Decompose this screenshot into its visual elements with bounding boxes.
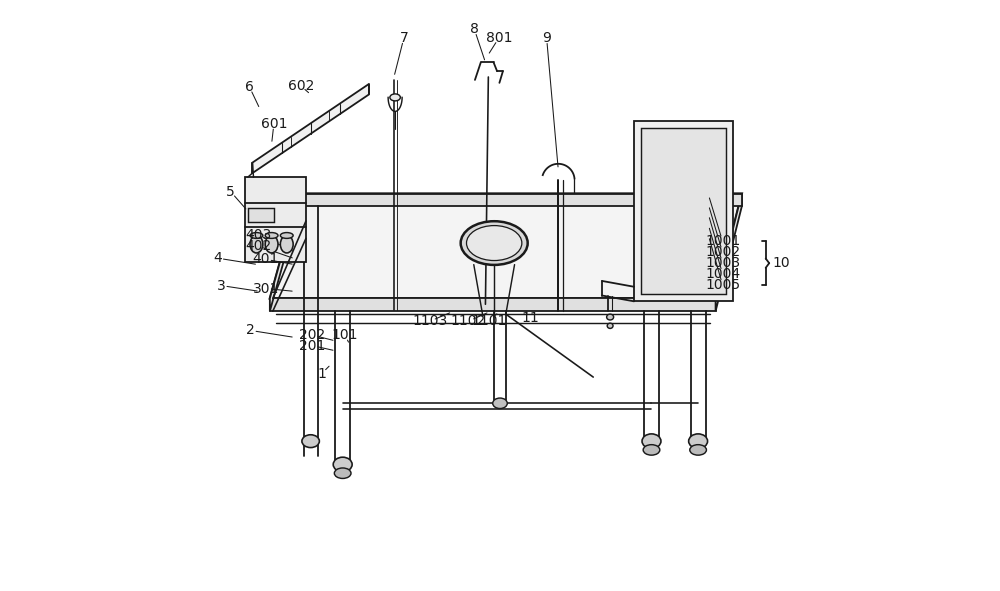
Polygon shape — [634, 121, 733, 301]
Text: 801: 801 — [486, 31, 512, 45]
Ellipse shape — [461, 221, 528, 265]
Polygon shape — [716, 193, 742, 311]
Ellipse shape — [280, 233, 293, 238]
Text: 602: 602 — [288, 79, 314, 93]
Text: 1002: 1002 — [705, 245, 740, 259]
Text: 6: 6 — [245, 80, 254, 94]
Ellipse shape — [390, 94, 400, 101]
Text: 8: 8 — [470, 22, 479, 36]
Ellipse shape — [250, 235, 263, 253]
Ellipse shape — [689, 434, 708, 449]
Text: 1001: 1001 — [705, 234, 740, 248]
Polygon shape — [299, 193, 742, 206]
Text: 2: 2 — [246, 323, 255, 337]
Text: 9: 9 — [542, 31, 551, 45]
Polygon shape — [245, 177, 306, 262]
Ellipse shape — [265, 233, 278, 238]
Ellipse shape — [690, 444, 706, 455]
Ellipse shape — [250, 233, 263, 238]
Polygon shape — [252, 84, 369, 173]
Polygon shape — [641, 128, 726, 294]
Text: 3: 3 — [217, 278, 226, 293]
Ellipse shape — [302, 435, 319, 447]
Ellipse shape — [334, 468, 351, 479]
Text: 10: 10 — [773, 256, 790, 270]
Text: 202: 202 — [299, 328, 326, 342]
Ellipse shape — [643, 444, 660, 455]
Text: 1005: 1005 — [705, 278, 740, 292]
Text: 402: 402 — [245, 239, 271, 253]
Text: 1102: 1102 — [451, 314, 486, 328]
Text: 601: 601 — [261, 116, 287, 131]
Polygon shape — [270, 193, 742, 298]
Text: 4: 4 — [214, 251, 222, 265]
Ellipse shape — [466, 226, 522, 261]
Text: 301: 301 — [253, 281, 279, 296]
Polygon shape — [270, 193, 299, 311]
Ellipse shape — [493, 398, 507, 408]
Ellipse shape — [607, 323, 613, 329]
Text: 7: 7 — [399, 31, 408, 45]
Ellipse shape — [280, 235, 293, 253]
Ellipse shape — [642, 434, 661, 449]
Text: 1004: 1004 — [705, 267, 740, 281]
Ellipse shape — [607, 314, 614, 320]
Text: 403: 403 — [245, 228, 271, 242]
Polygon shape — [270, 298, 716, 311]
Text: 11: 11 — [521, 311, 539, 324]
Text: 401: 401 — [253, 252, 279, 267]
Text: 1: 1 — [317, 366, 326, 381]
Text: 201: 201 — [299, 339, 326, 353]
Text: 1003: 1003 — [705, 256, 740, 271]
Text: 1101: 1101 — [472, 314, 507, 328]
Bar — [248, 207, 274, 222]
Ellipse shape — [333, 457, 352, 472]
Text: 1103: 1103 — [412, 314, 448, 328]
Text: 101: 101 — [332, 328, 358, 342]
Text: 5: 5 — [226, 185, 235, 199]
Ellipse shape — [265, 235, 278, 253]
